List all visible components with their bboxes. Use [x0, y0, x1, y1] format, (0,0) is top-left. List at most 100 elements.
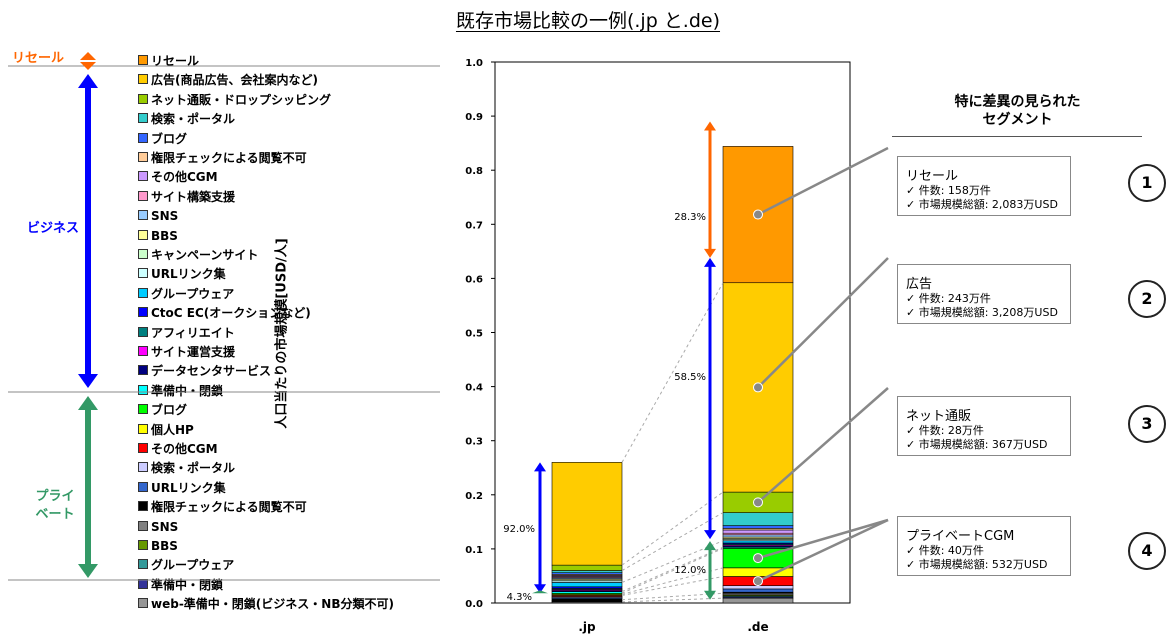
legend-item: アフィリエイト	[138, 325, 235, 342]
segment-number-3: 3	[1128, 405, 1166, 443]
y-tick-label: 0.9	[465, 112, 483, 123]
legend-label: 広告(商品広告、会社案内など)	[151, 73, 318, 88]
y-tick-label: 0.6	[465, 274, 483, 285]
legend-swatch	[138, 268, 148, 279]
pointer-ad-line	[757, 257, 889, 389]
plot-frame	[494, 61, 851, 604]
group-arrow-resale-down	[80, 62, 96, 70]
legend-swatch	[138, 501, 148, 512]
legend-swatch	[138, 365, 148, 376]
legend-label: 準備中・閉鎖	[151, 577, 224, 592]
pointer-private-cgm-2-dot	[753, 576, 763, 587]
legend-label: 検索・ポータル	[151, 461, 236, 476]
de-resale-arrow-head-down	[704, 248, 716, 258]
legend-swatch	[138, 152, 148, 162]
connector-dashed	[621, 491, 724, 566]
chart-title: 既存市場比較の一例(.jp と.de)	[455, 10, 721, 32]
pointer-ec-dot	[753, 497, 763, 508]
legend-label: URLリンク集	[151, 267, 226, 282]
legend-item: リセール	[138, 53, 199, 70]
legend-item: 広告(商品広告、会社案内など)	[138, 72, 318, 89]
bar-segment	[722, 588, 794, 593]
legend-label: web-準備中・閉鎖(ビジネス・NB分類不可)	[151, 597, 394, 612]
bar-segment	[722, 597, 794, 604]
segment-number-1: 1	[1128, 164, 1166, 202]
legend-item: データセンタサービス	[138, 363, 271, 380]
y-tick-label: 1.0	[465, 58, 483, 69]
segment-callout-resale: リセール ✓ 件数: 158万件 ✓ 市場規模総額: 2,083万USD	[897, 156, 1071, 216]
de-business-arrow-head-up	[704, 257, 716, 267]
bar-segment	[551, 462, 623, 566]
legend-swatch	[138, 598, 148, 609]
legend-swatch	[138, 520, 148, 531]
de-private-arrow-head-down	[704, 590, 716, 600]
legend-swatch	[138, 326, 148, 337]
legend-item: 権限チェックによる閲覧不可	[138, 499, 307, 516]
legend-label: ネット通販・ドロップシッピング	[151, 92, 332, 107]
pct-label-jp-private: 4.3%	[507, 592, 532, 603]
legend-item: 準備中・閉鎖	[138, 383, 223, 400]
legend-swatch	[138, 346, 148, 356]
jp-private-arrow	[532, 590, 548, 594]
segment-number-4: 4	[1128, 532, 1166, 570]
group-arrow-private-head-down	[78, 564, 98, 578]
y-tick-label: 0.4	[465, 383, 483, 394]
jp-business-arrow-head-up	[534, 462, 546, 472]
segment-callout-private-cgm: プライベートCGM ✓ 件数: 40万件 ✓ 市場規模総額: 532万USD	[897, 516, 1071, 576]
legend-label: BBS	[151, 539, 178, 553]
legend-swatch	[138, 462, 148, 473]
legend-label: サイト構築支援	[151, 189, 236, 204]
legend-swatch	[138, 540, 148, 550]
y-tick-label: 0.5	[465, 329, 483, 340]
legend-item: グループウェア	[138, 286, 234, 303]
legend-swatch	[138, 559, 148, 570]
legend-label: BBS	[151, 228, 178, 243]
de-business-arrow-head-down	[704, 530, 716, 540]
legend-swatch	[138, 171, 148, 182]
connector-dashed	[621, 597, 724, 603]
y-tick-label: 0.1	[465, 545, 483, 556]
legend-swatch	[138, 210, 148, 221]
legend-label: グループウェア	[151, 286, 235, 301]
legend-item: 準備中・閉鎖	[138, 577, 223, 594]
connector-dashed	[621, 575, 724, 596]
group-arrow-business-head-up	[78, 74, 98, 88]
legend-item: ネット通販・ドロップシッピング	[138, 92, 331, 109]
legend-swatch	[138, 74, 148, 85]
pointer-resale-dot	[753, 209, 763, 220]
bar-segment	[722, 512, 794, 526]
legend-swatch	[138, 481, 148, 492]
pointer-private-cgm-1-dot	[753, 553, 763, 564]
legend-swatch	[138, 132, 148, 143]
legend-swatch	[138, 93, 148, 104]
legend-item: ブログ	[138, 402, 187, 419]
y-tick-label: 0.3	[465, 437, 483, 448]
legend-item: BBS	[138, 228, 178, 245]
connector-dashed	[621, 512, 724, 571]
legend-label: データセンタサービス	[151, 364, 272, 379]
group-arrow-business-head-down	[78, 374, 98, 388]
bar-segment	[722, 525, 794, 529]
y-tick-label: 0.0	[465, 599, 483, 610]
group-label-resale: リセール	[11, 51, 64, 66]
pct-label-de-private: 12.0%	[674, 565, 706, 576]
legend-label: ブログ	[151, 403, 188, 418]
legend-swatch	[138, 249, 148, 259]
legend-swatch	[138, 443, 148, 453]
legend-label: SNS	[151, 209, 179, 224]
segment-callout-ec: ネット通販 ✓ 件数: 28万件 ✓ 市場規模総額: 367万USD	[897, 396, 1071, 456]
legend-label: キャンペーンサイト	[151, 248, 259, 262]
legend-label: サイト運営支援	[151, 345, 236, 359]
de-resale-arrow-head-up	[704, 121, 716, 131]
legend-label: 個人HP	[151, 422, 194, 437]
legend-item: BBS	[138, 538, 178, 555]
legend-item: その他CGM	[138, 169, 218, 186]
legend-label: SNS	[151, 519, 179, 534]
bar-segment	[722, 534, 794, 538]
legend-swatch	[138, 287, 148, 298]
group-label-business: ビジネス	[26, 221, 79, 236]
legend-item: URLリンク集	[138, 480, 226, 497]
legend-swatch	[138, 190, 148, 201]
legend-swatch	[138, 229, 148, 240]
legend-label: その他CGM	[151, 442, 218, 456]
